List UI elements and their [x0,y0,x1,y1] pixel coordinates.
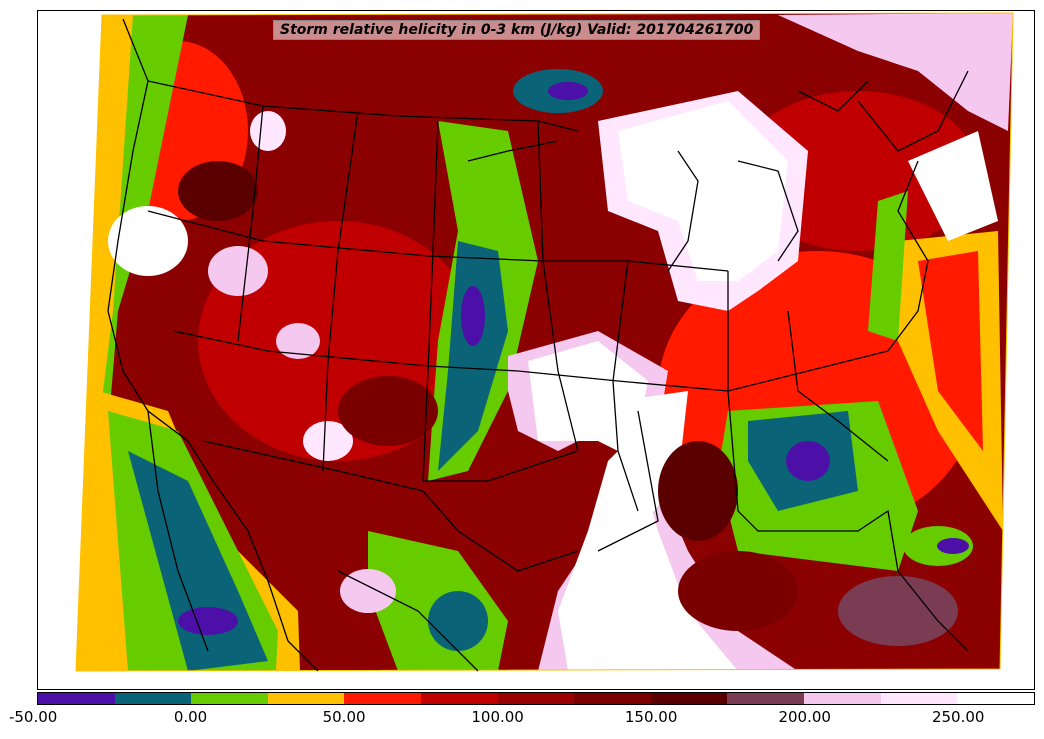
colorbar-swatch [957,693,1034,704]
colorbar-swatch [727,693,805,704]
colorbar-swatch [344,693,422,704]
colorbar-ticks: -50.00 0.00 50.00 100.00 150.00 200.00 250.00 [9,708,1035,732]
colorbar-swatch [267,693,345,704]
colorbar-swatch [38,693,115,704]
colorbar-tick-label: 50.00 [322,708,366,726]
helicity-field [76,13,1013,671]
colorbar-swatch [574,693,651,704]
colorbar-tick-label: 100.00 [471,708,524,726]
colorbar-swatch [804,693,881,704]
colorbar-swatch [650,693,728,704]
colorbar-swatch [497,693,575,704]
colorbar-tick-label: 250.00 [931,708,985,726]
colorbar-swatch [880,693,958,704]
boundary-lines [107,18,969,672]
colorbar [37,692,1035,705]
map-title: Storm relative helicity in 0-3 km (J/kg)… [273,20,761,40]
colorbar-tick-label: 200.00 [778,708,831,726]
colorbar-swatch [191,693,268,704]
colorbar-swatch [421,693,498,704]
forecast-domain [75,12,1014,672]
colorbar-tick-label: 150.00 [624,708,678,726]
colorbar-tick-label: -50.00 [8,708,58,726]
map-panel: Storm relative helicity in 0-3 km (J/kg)… [37,10,1035,690]
colorbar-tick-label: 0.00 [173,708,208,726]
colorbar-swatch [114,693,192,704]
helicity-map [75,12,1014,672]
